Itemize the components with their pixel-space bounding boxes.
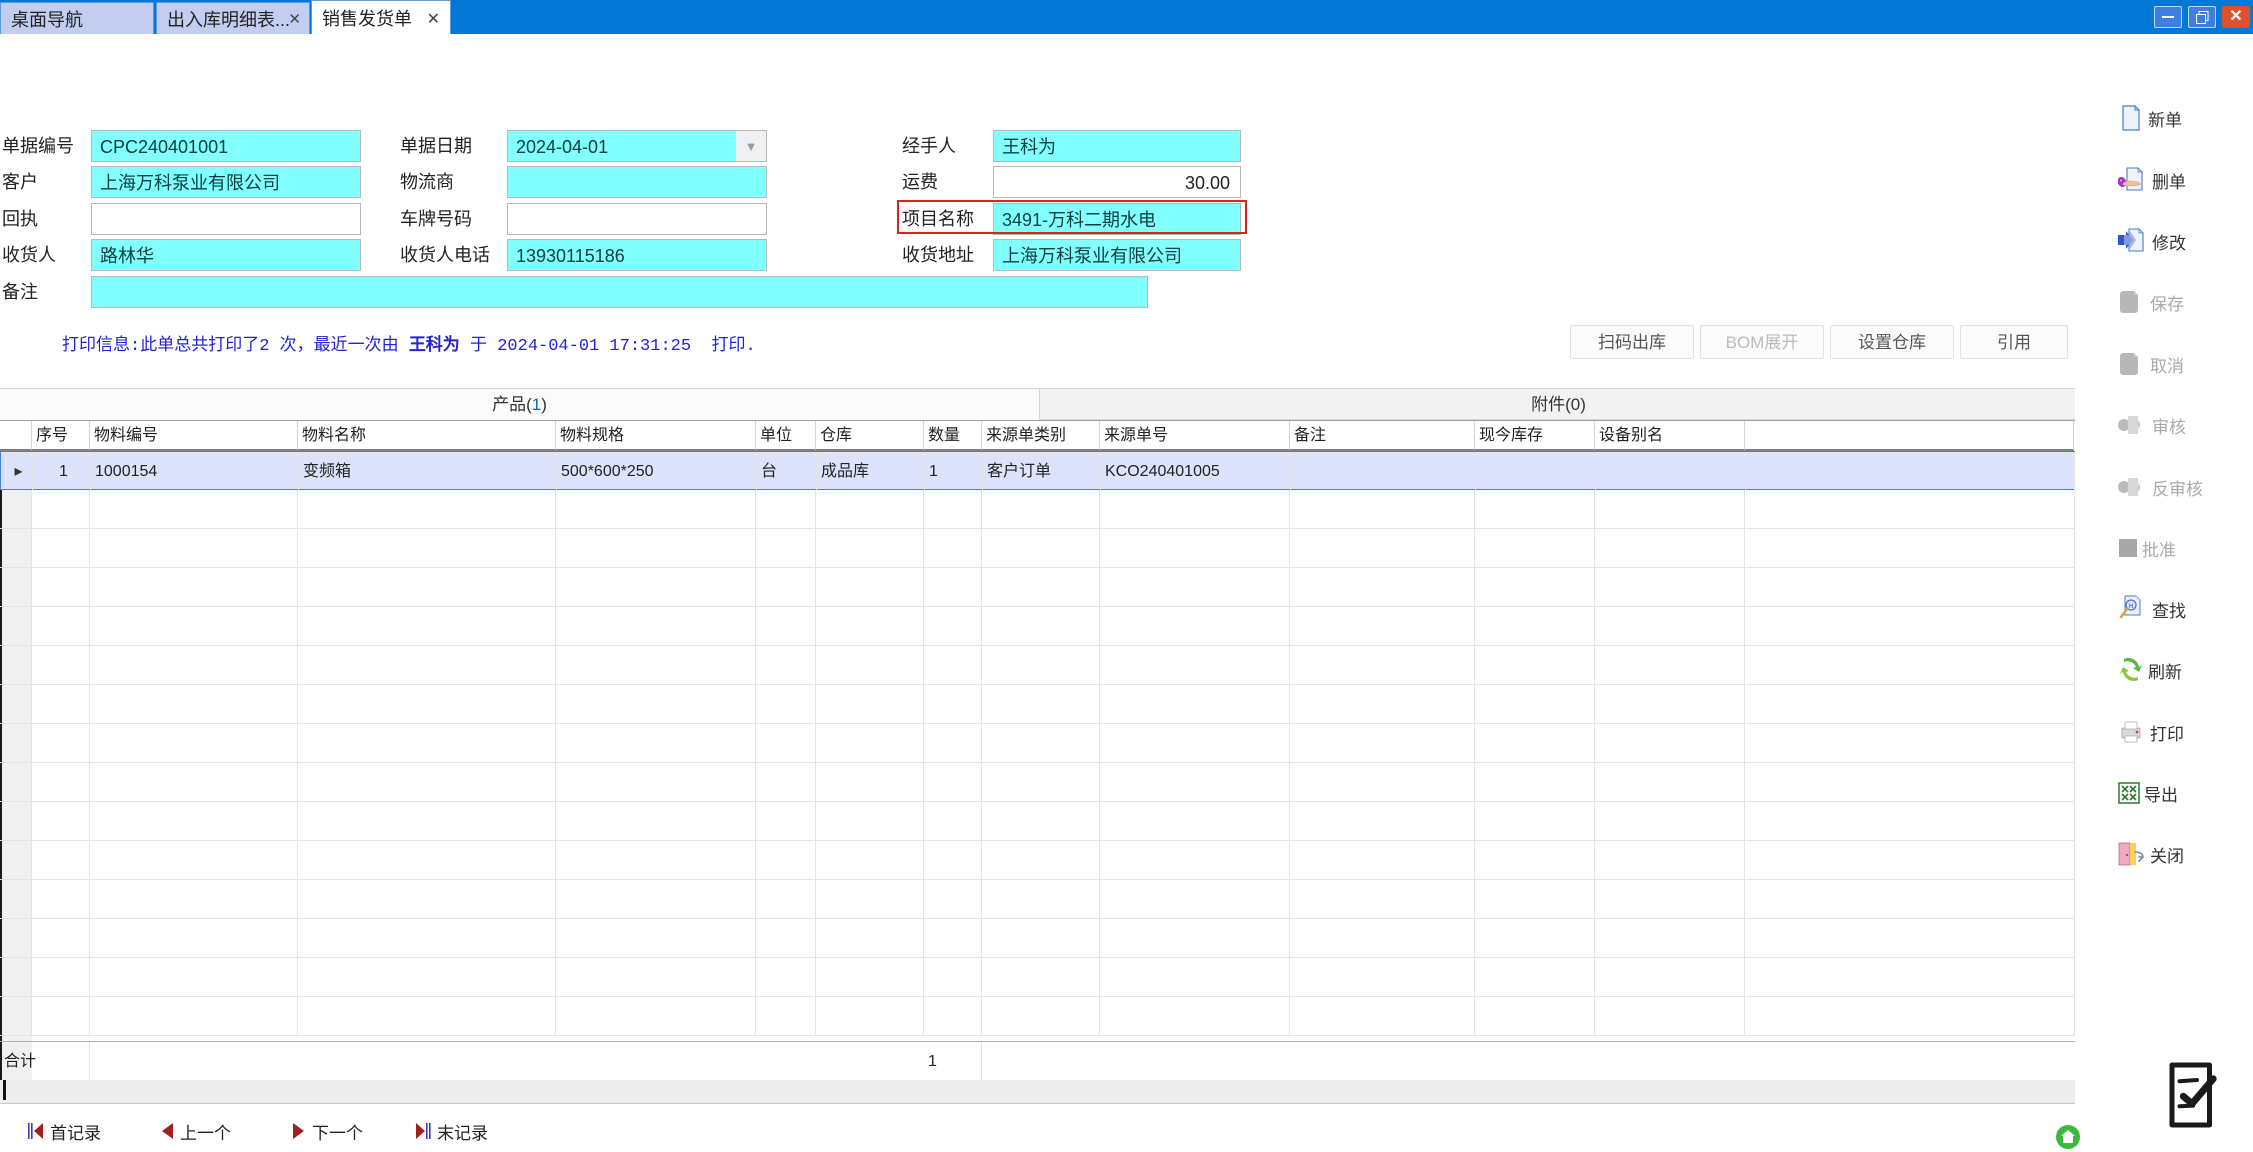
svg-text:H: H: [2129, 604, 2133, 610]
